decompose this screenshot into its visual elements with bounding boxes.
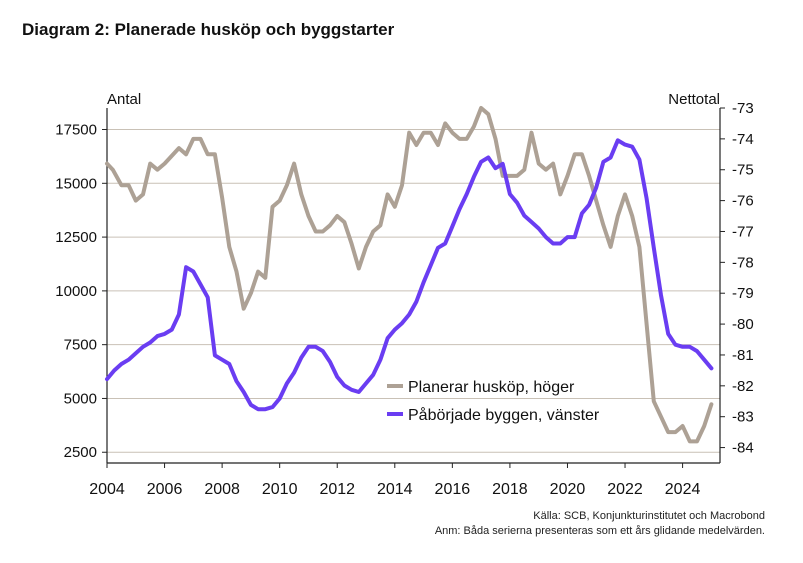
left-tick-label: 7500: [64, 337, 97, 354]
x-tick-label: 2010: [262, 481, 298, 498]
x-tick-label: 2012: [319, 481, 355, 498]
right-tick-label: -80: [732, 316, 754, 333]
legend: Planerar husköp, höger Påbörjade byggen,…: [387, 379, 600, 424]
right-tick-label: -75: [732, 162, 754, 179]
right-axis-label: Nettotal: [668, 91, 720, 108]
right-tick-label: -81: [732, 347, 754, 364]
grid-lines: [107, 129, 720, 453]
x-tick-label: 2018: [492, 481, 528, 498]
left-axis-label: Antal: [107, 91, 141, 108]
right-tick-label: -84: [732, 440, 754, 457]
x-tick-label: 2016: [435, 481, 471, 498]
x-tick-label: 2008: [204, 481, 240, 498]
legend-label-planerar: Planerar husköp, höger: [408, 379, 575, 396]
left-tick-label: 12500: [55, 229, 97, 246]
right-tick-label: -73: [732, 100, 754, 117]
x-tick-label: 2020: [550, 481, 586, 498]
left-tick-label: 10000: [55, 283, 97, 300]
x-tick-label: 2022: [607, 481, 643, 498]
legend-label-paborjade: Påbörjade byggen, vänster: [408, 406, 600, 424]
left-tick-label: 17500: [55, 122, 97, 139]
series-lines: [105, 106, 714, 444]
source-note: Källa: SCB, Konjunkturinstitutet och Mac…: [533, 510, 765, 522]
right-tick-label: -79: [732, 285, 754, 302]
series-line-paborjade: [105, 138, 714, 412]
x-tick-label: 2004: [89, 481, 125, 498]
tick-labels: 2500 5000 7500 10000 12500 15000 17500 -84 -83 -8…: [55, 100, 753, 498]
right-tick-label: -74: [732, 131, 754, 148]
left-tick-label: 15000: [55, 175, 97, 192]
right-tick-label: -78: [732, 254, 754, 271]
method-note: Anm: Båda serierna presenteras som ett å…: [434, 525, 765, 537]
series-line-planerar: [105, 106, 714, 444]
x-tick-label: 2006: [147, 481, 183, 498]
left-tick-label: 5000: [64, 390, 97, 407]
right-tick-label: -82: [732, 378, 754, 395]
right-tick-label: -76: [732, 193, 754, 210]
x-tick-label: 2014: [377, 481, 413, 498]
left-tick-label: 2500: [64, 444, 97, 461]
tick-marks: [102, 107, 725, 468]
x-tick-label: 2024: [665, 481, 701, 498]
chart-title: Diagram 2: Planerade husköp och byggstar…: [22, 20, 395, 39]
right-tick-label: -83: [732, 409, 754, 426]
right-tick-label: -77: [732, 223, 754, 240]
